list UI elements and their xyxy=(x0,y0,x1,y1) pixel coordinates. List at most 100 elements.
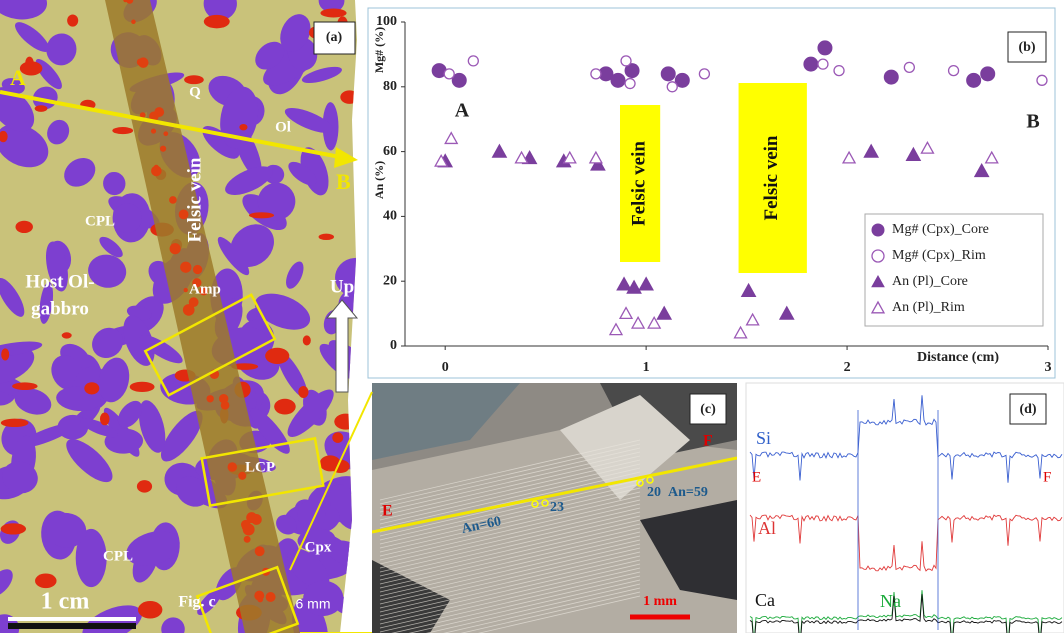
triangle-point xyxy=(491,143,508,158)
map-label: Host Ol- xyxy=(25,271,94,292)
plagioclase-grain xyxy=(161,617,185,633)
label-box xyxy=(689,393,727,425)
vein-grain xyxy=(241,525,247,530)
olivine-grain xyxy=(184,75,204,85)
olivine-grain xyxy=(332,432,344,443)
lamella xyxy=(379,447,641,509)
triangle-point xyxy=(733,325,748,339)
width-label: 6 mm xyxy=(296,596,331,612)
plagioclase-grain xyxy=(0,0,48,20)
vein-grain xyxy=(254,590,265,601)
y-tick-label: 60 xyxy=(383,144,397,159)
element-trace xyxy=(749,395,1063,483)
lamella xyxy=(379,535,641,597)
olivine-grain xyxy=(34,105,48,112)
an-label: 23 xyxy=(550,500,564,515)
circle-point xyxy=(666,81,678,93)
felsic-region xyxy=(738,83,807,273)
lamella xyxy=(408,579,641,633)
vein-grain xyxy=(218,393,229,404)
lamella xyxy=(379,567,641,629)
profile-end: B xyxy=(336,169,351,194)
an-label: 20 xyxy=(647,485,661,500)
triangle-point xyxy=(588,150,603,164)
triangle-point xyxy=(905,146,922,161)
plagioclase-grain xyxy=(99,236,123,258)
lamella xyxy=(477,595,641,633)
profile-line xyxy=(372,456,737,534)
triangle-point xyxy=(562,150,577,164)
olivine-grain xyxy=(1,348,10,361)
map-label: Felsic vein xyxy=(184,157,205,242)
lamella xyxy=(379,443,641,505)
triangle-point xyxy=(444,131,459,145)
crystal xyxy=(372,383,520,460)
triangle-point xyxy=(608,322,624,336)
plagioclase-grain xyxy=(217,236,250,276)
lamella xyxy=(379,483,641,545)
circle-point xyxy=(833,64,845,77)
plagioclase-grain xyxy=(14,388,52,415)
triangle-point xyxy=(841,150,857,164)
x-tick-label: 3 xyxy=(1045,360,1052,375)
plagioclase-grain xyxy=(197,588,222,616)
map-label: CPL xyxy=(103,548,133,564)
scatter-chart: Felsic vein Felsic vein 0 20 40 60 80 100 0 1 2 3 Mg… xyxy=(372,14,1052,375)
map-label: Amp xyxy=(189,281,221,297)
circle-point xyxy=(980,66,996,82)
plagioclase-grain xyxy=(318,0,345,13)
map-label: Up xyxy=(330,276,354,297)
triangle-point xyxy=(863,143,880,158)
area-box xyxy=(200,436,325,508)
map-label: gabbro xyxy=(31,298,89,319)
lamella xyxy=(379,459,641,521)
plagioclase-grain xyxy=(0,124,49,168)
vein-grain xyxy=(163,131,169,137)
circle-point xyxy=(624,77,636,90)
profile-arrow xyxy=(0,90,341,159)
scale-bar xyxy=(8,617,136,621)
plagioclase-grain xyxy=(88,254,127,288)
an-label: An=59 xyxy=(668,485,708,500)
circle-point xyxy=(610,72,626,88)
triangle-point xyxy=(618,306,634,320)
vein-grain xyxy=(246,512,258,524)
triangle-point xyxy=(626,279,642,294)
plagioclase-grain xyxy=(280,14,311,52)
olivine-grain xyxy=(136,480,153,493)
vein-grain xyxy=(183,287,188,293)
olivine-grain xyxy=(67,14,79,27)
plagioclase-grain xyxy=(254,293,311,330)
triangle-point xyxy=(984,150,999,164)
lamella xyxy=(379,479,641,541)
x-tick-label: 2 xyxy=(844,360,851,375)
olivine-grain xyxy=(15,220,33,234)
plagioclase-grain xyxy=(75,528,107,588)
plagioclase-grain xyxy=(250,408,290,454)
y-tick-label: 0 xyxy=(390,338,397,353)
y-tick-label: 20 xyxy=(383,273,397,288)
panel-label: (b) xyxy=(1018,40,1035,55)
olivine-grain xyxy=(99,412,110,426)
plagioclase-grain xyxy=(0,277,25,317)
olivine-grain xyxy=(12,382,38,391)
element-trace xyxy=(749,514,1063,572)
map-label: Q xyxy=(189,84,201,100)
lamella xyxy=(379,523,641,585)
arrow-head xyxy=(334,147,358,168)
olivine-grain xyxy=(320,8,347,18)
element-profiles xyxy=(749,395,1063,638)
spot xyxy=(531,500,539,508)
lamella xyxy=(391,575,641,633)
lamella xyxy=(379,543,641,605)
legend-label: Mg# (Cpx)_Rim xyxy=(892,248,986,263)
vein-grain xyxy=(126,0,134,4)
olivine-grain xyxy=(265,347,290,365)
profile-start: A xyxy=(10,65,26,90)
triangle-point xyxy=(778,305,795,320)
lamella xyxy=(379,559,641,621)
plagioclase-grain xyxy=(284,107,334,133)
plagioclase-grain xyxy=(0,368,32,398)
lamella xyxy=(379,467,641,529)
